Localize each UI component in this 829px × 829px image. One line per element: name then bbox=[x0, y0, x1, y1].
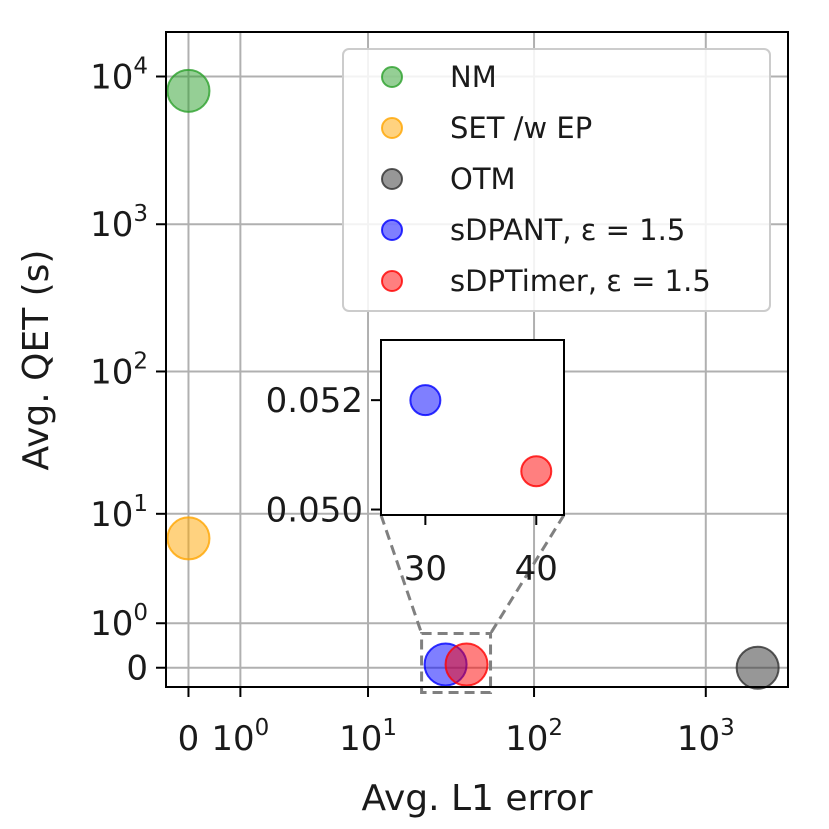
inset-data-point bbox=[409, 384, 442, 417]
legend-label: OTM bbox=[450, 162, 516, 196]
inset-x-tick-label: 30 bbox=[404, 549, 447, 589]
zoom-connector bbox=[489, 514, 566, 635]
inset-y-tick-label: 0.050 bbox=[266, 491, 363, 531]
inset-x-ticks: 30 40 bbox=[404, 515, 558, 589]
inset-frame bbox=[380, 339, 565, 516]
inset-data-point bbox=[520, 455, 553, 488]
data-point bbox=[166, 516, 211, 561]
legend-label: sDPANT, ε = 1.5 bbox=[450, 213, 685, 247]
data-point bbox=[735, 645, 780, 690]
inset-zoom: 30 40 0.050 0.052 bbox=[266, 339, 565, 589]
legend-label: NM bbox=[450, 60, 497, 94]
inset-x-tick-label: 40 bbox=[515, 549, 558, 589]
y-axis-ticks: 0 100 101 102 103 104 bbox=[90, 53, 166, 689]
y-tick-label: 0 bbox=[126, 649, 148, 689]
legend-marker bbox=[381, 168, 403, 190]
data-point bbox=[444, 642, 489, 687]
data-points bbox=[166, 68, 780, 690]
zoom-connector bbox=[379, 514, 424, 634]
legend: NM SET /w EP OTM sDPANT, ε = 1.5 sDPTimer, ε… bbox=[342, 48, 771, 312]
inset-y-ticks: 0.050 0.052 bbox=[266, 381, 381, 531]
plot-area bbox=[165, 31, 789, 688]
x-tick-label: 0 bbox=[178, 719, 200, 759]
legend-marker bbox=[381, 66, 403, 88]
x-tick-label: 103 bbox=[677, 715, 735, 759]
y-tick-label: 100 bbox=[90, 600, 148, 644]
y-tick-label: 104 bbox=[90, 53, 148, 97]
legend-marker bbox=[381, 270, 403, 292]
x-tick-label: 102 bbox=[505, 715, 563, 759]
x-tick-label: 101 bbox=[339, 715, 397, 759]
legend-frame bbox=[342, 48, 771, 312]
zoom-region bbox=[420, 631, 493, 695]
x-axis-ticks: 0 100 101 102 103 bbox=[178, 687, 735, 759]
y-axis-label: Avg. QET (s) bbox=[16, 250, 57, 471]
legend-marker bbox=[381, 117, 403, 139]
legend-marker bbox=[381, 219, 403, 241]
zoom-indicator bbox=[379, 514, 566, 695]
inset-y-tick-label: 0.052 bbox=[266, 381, 363, 421]
data-point bbox=[166, 68, 211, 113]
legend-label: sDPTimer, ε = 1.5 bbox=[450, 264, 711, 298]
x-axis-label: Avg. L1 error bbox=[361, 778, 592, 819]
y-tick-label: 101 bbox=[90, 491, 148, 535]
legend-label: SET /w EP bbox=[450, 111, 592, 145]
y-tick-label: 102 bbox=[90, 348, 148, 392]
y-tick-label: 103 bbox=[90, 201, 148, 245]
x-tick-label: 100 bbox=[211, 715, 269, 759]
